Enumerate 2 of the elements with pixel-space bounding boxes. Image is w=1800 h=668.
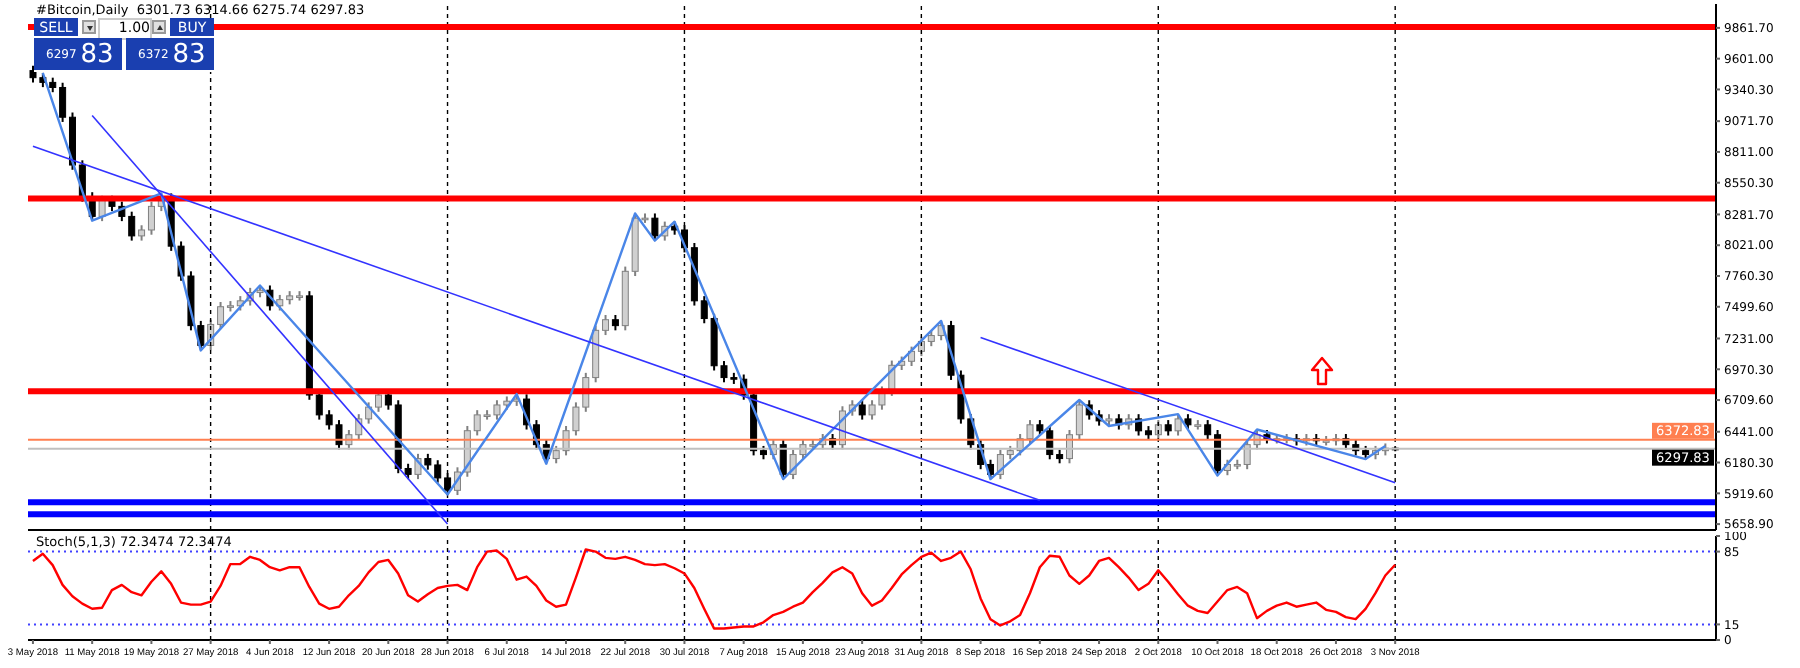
annotation: 83 [80,39,114,69]
annotation: 83 [172,39,206,69]
